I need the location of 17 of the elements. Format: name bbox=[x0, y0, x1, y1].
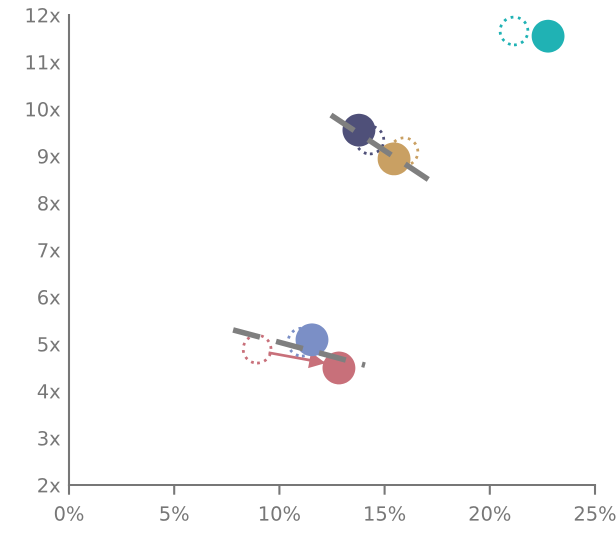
y-tick-label: 9x bbox=[38, 148, 60, 164]
y-tick-label: 12x bbox=[26, 8, 60, 22]
y-tick-label: 4x bbox=[38, 384, 60, 398]
x-tick-label: 25% bbox=[574, 506, 616, 521]
x-tick-label: 5% bbox=[160, 506, 189, 521]
y-tick-label: 2x bbox=[38, 478, 60, 492]
y-tick-label: 6x bbox=[38, 290, 60, 305]
y-tick-label: 10x bbox=[26, 102, 60, 117]
x-tick-label: 0% bbox=[54, 506, 84, 521]
y-tick-label: 3x bbox=[38, 430, 60, 446]
x-tick-label: 15% bbox=[365, 506, 406, 521]
x-tick-label: 20% bbox=[470, 506, 510, 521]
x-tick-label: 10% bbox=[260, 506, 300, 521]
y-tick-label: 8x bbox=[38, 196, 60, 211]
y-tick-label: 7x bbox=[38, 243, 60, 258]
y-tick-label: 11x bbox=[26, 55, 60, 70]
y-tick-label: 5x bbox=[38, 337, 60, 352]
